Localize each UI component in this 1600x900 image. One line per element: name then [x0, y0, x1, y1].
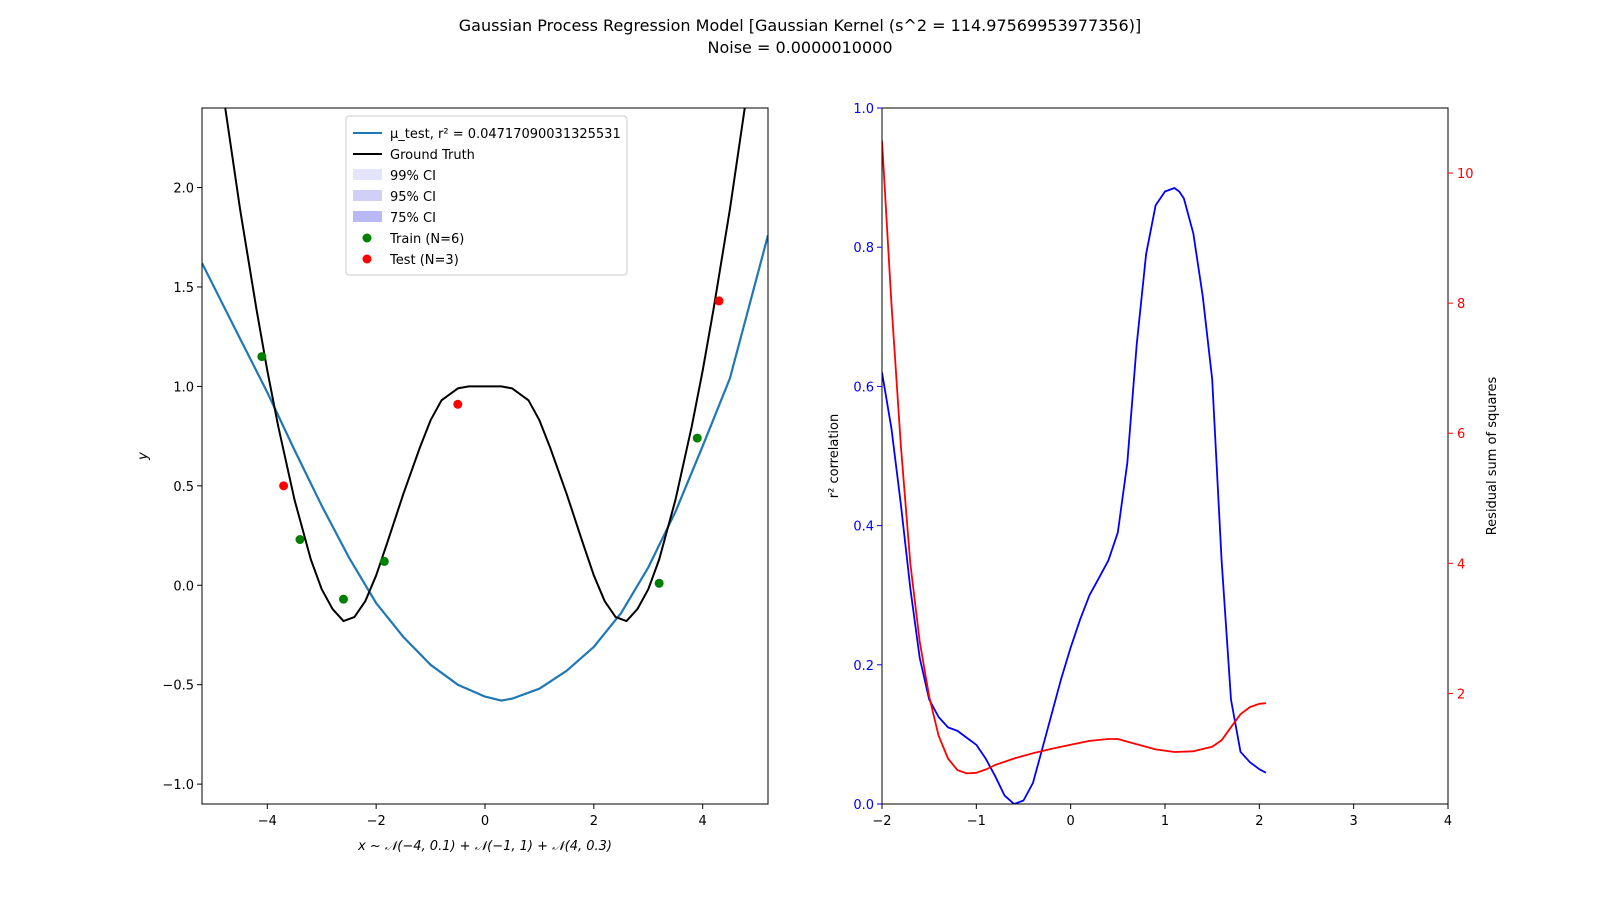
y-tick-label: −1.0: [162, 778, 194, 793]
mu-test-line: [202, 235, 768, 702]
x-tick-label: −1: [967, 814, 986, 829]
right-y-tick-label: 8: [1457, 297, 1465, 312]
x-tick-label: 2: [1255, 814, 1263, 829]
y-tick-label: 0.0: [173, 579, 194, 594]
train-point: [654, 578, 664, 588]
left-y-tick-label: 0.4: [853, 520, 874, 535]
right-y-axis-label: Residual sum of squares: [1485, 376, 1500, 535]
y-tick-label: 2.0: [173, 182, 194, 197]
legend-handle-patch: [353, 169, 382, 180]
left-y-axis-label: r² correlation: [827, 414, 842, 498]
right-y-tick-label: 10: [1457, 167, 1474, 182]
y-tick-label: 0.5: [173, 480, 194, 495]
right-series-group: [882, 140, 1267, 804]
legend-handle-marker: [362, 254, 372, 264]
rss-line: [882, 140, 1266, 775]
legend-handle-patch: [353, 211, 382, 222]
legend-handle-patch: [353, 190, 382, 201]
legend-handle-marker: [362, 233, 372, 243]
legend-box: [345, 115, 628, 276]
x-tick-label: 3: [1350, 814, 1358, 829]
left-y-tick-label: 0.6: [853, 380, 874, 395]
train-point: [339, 594, 348, 604]
left-plot: −4 −2 0 2 4 −1.0 −0.5 0.0 0.5 1.0 1.5 2.0 x ~ 𝒩(−4, …: [136, 107, 769, 854]
right-y-tick-label: 2: [1457, 687, 1465, 702]
left-y-tick-label: 0.0: [853, 798, 874, 813]
right-plot: −2 −1 0 1 2 3 4 0.0 0.2 0.4 0.6 0.8 1.0 2 4 6 8 10 r² corr…: [827, 102, 1500, 829]
legend-label: μ_test, r² = 0.04717090031325531: [390, 127, 621, 142]
y-tick-label: −0.5: [162, 679, 194, 694]
legend-label: Test (N=3): [389, 253, 459, 268]
train-point: [257, 352, 267, 362]
test-point: [453, 399, 463, 409]
train-point: [295, 535, 305, 545]
x-tick-label: 0: [481, 814, 489, 829]
x-tick-label: 4: [699, 814, 707, 829]
left-y-tick-label: 0.2: [853, 659, 874, 674]
x-tick-label: 1: [1161, 814, 1169, 829]
left-y-tick-label: 1.0: [853, 102, 874, 117]
x-tick-label: −4: [258, 814, 277, 829]
right-y-tick-label: 4: [1457, 557, 1465, 572]
left-y-tick-label: 0.8: [853, 241, 874, 256]
figure-title-line2: Noise = 0.0000010000: [707, 38, 892, 57]
y-tick-label: 1.5: [173, 281, 194, 296]
train-point: [379, 556, 389, 566]
figure-title-line1: Gaussian Process Regression Model [Gauss…: [459, 16, 1141, 35]
right-y-tick-label: 6: [1457, 427, 1465, 442]
y-tick-label: 1.0: [173, 380, 194, 395]
test-point: [714, 296, 724, 306]
ground-truth-line: [224, 108, 746, 623]
x-tick-label: 2: [590, 814, 598, 829]
legend-label: 95% CI: [390, 190, 436, 205]
x-axis-label: x ~ 𝒩(−4, 0.1) + 𝒩(−1, 1) + 𝒩(4, 0.3): [357, 839, 612, 854]
legend-label: 75% CI: [390, 211, 436, 226]
legend-label: 99% CI: [390, 169, 436, 184]
test-point: [279, 481, 289, 491]
train-point: [692, 433, 702, 443]
r2-correlation-line: [882, 187, 1267, 804]
right-plot-frame: [881, 107, 1449, 805]
left-series-group: [202, 108, 768, 702]
x-tick-label: −2: [367, 814, 386, 829]
y-axis-label: y: [136, 452, 151, 461]
x-tick-label: −2: [872, 814, 891, 829]
legend-label: Ground Truth: [390, 148, 475, 163]
legend-label: Train (N=6): [389, 232, 464, 247]
x-tick-label: 0: [1067, 814, 1075, 829]
x-tick-label: 4: [1444, 814, 1452, 829]
